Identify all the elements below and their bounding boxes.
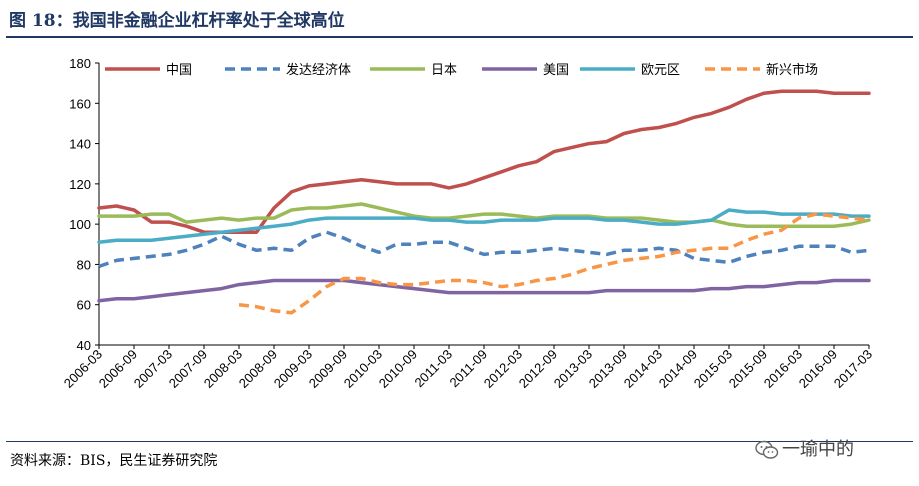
y-tick-label: 160 xyxy=(69,96,91,111)
legend-label-4: 欧元区 xyxy=(641,63,680,78)
series-line-1 xyxy=(98,230,870,269)
chart-title: 图 18：我国非金融企业杠杆率处于全球高位 xyxy=(9,11,345,31)
series-line-2 xyxy=(97,202,871,228)
source-note: 资料来源：BIS，民生证券研究院 xyxy=(10,453,218,469)
footer-divider xyxy=(6,441,913,442)
legend: 中国 发达经济体 日本 美国 欧元区 新兴市场 xyxy=(105,62,818,78)
y-tick-label: 120 xyxy=(69,177,91,192)
legend-label-2: 日本 xyxy=(431,63,457,78)
y-tick-label: 140 xyxy=(69,137,91,152)
legend-label-1: 发达经济体 xyxy=(286,62,351,78)
wechat-icon xyxy=(755,440,779,459)
x-tick-label: 2011-03 xyxy=(411,347,455,391)
y-tick-label: 180 xyxy=(69,56,91,71)
x-tick-label: 2017-03 xyxy=(831,347,875,391)
y-tick-label: 80 xyxy=(77,257,91,272)
series-line-4 xyxy=(97,208,871,245)
legend-label-5: 新兴市场 xyxy=(766,62,818,78)
series-line-3 xyxy=(97,278,871,303)
y-tick-label: 40 xyxy=(77,338,91,353)
title-divider xyxy=(6,36,913,38)
x-tick-label: 2010-09 xyxy=(376,347,420,391)
legend-label-0: 中国 xyxy=(166,63,192,78)
chart: 4060801001201401601802006-032006-092007-… xyxy=(61,56,875,391)
watermark: 一瑜中的 xyxy=(782,439,854,460)
y-tick-label: 60 xyxy=(77,298,91,313)
y-tick-label: 100 xyxy=(69,217,91,232)
series-line-5 xyxy=(238,212,870,315)
series-layer xyxy=(97,89,871,315)
legend-label-3: 美国 xyxy=(543,63,569,78)
